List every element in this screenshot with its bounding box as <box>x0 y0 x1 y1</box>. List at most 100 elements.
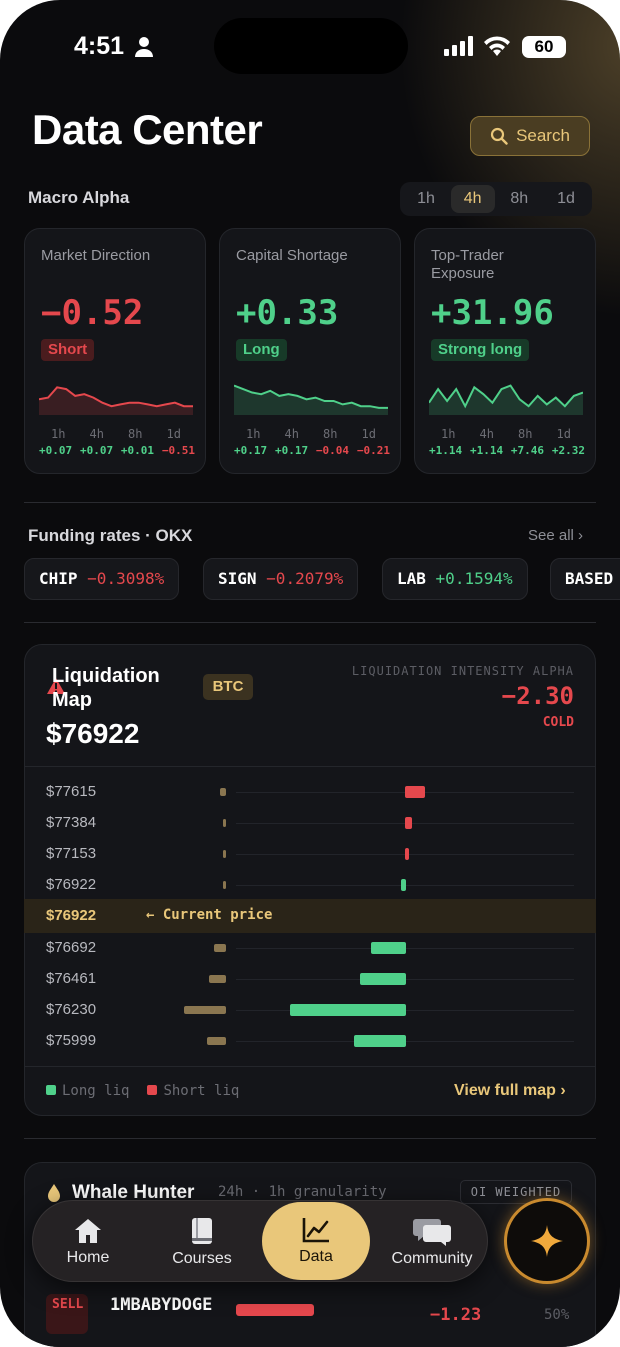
legend-long: Long liq <box>46 1083 129 1099</box>
tab-bar <box>32 1200 488 1282</box>
book-icon <box>192 1218 212 1244</box>
intensity-state: COLD <box>542 715 574 730</box>
funding-chip[interactable]: BASED <box>550 558 620 600</box>
macro-card-badge: Long <box>236 339 287 361</box>
timeframe-1d[interactable]: 1d <box>557 190 575 207</box>
tab-home[interactable]: Home <box>56 1210 120 1274</box>
macro-card-deltas: +0.07 +0.07 +0.01 −0.51 <box>39 444 195 457</box>
delta-value: +7.46 <box>510 444 545 457</box>
search-button[interactable]: Search <box>470 116 590 156</box>
chevron-right-icon: › <box>578 527 584 544</box>
level-price: $76230 <box>46 1001 97 1018</box>
funding-chip[interactable]: LAB +0.1594% <box>382 558 528 600</box>
funding-rate: −0.2079% <box>266 569 344 588</box>
tf-label: 8h <box>128 427 143 441</box>
level-price: $77384 <box>46 814 97 831</box>
short-swatch <box>147 1085 158 1095</box>
wifi-icon <box>484 36 510 56</box>
macro-card-market-direction[interactable]: Market Direction −0.52 Short 1h 4h 8h 1d +0… <box>24 228 206 474</box>
open-interest-bar <box>183 1006 226 1014</box>
whale-hunter-title: Whale Hunter <box>72 1182 195 1203</box>
level-price: $77153 <box>46 845 97 862</box>
macro-card-capital-shortage[interactable]: Capital Shortage +0.33 Long 1h 4h 8h 1d +0.… <box>219 228 401 474</box>
macro-card-deltas: +1.14 +1.14 +7.46 +2.32 <box>429 444 585 457</box>
delta-value: −0.21 <box>356 444 390 457</box>
delta-value: +0.01 <box>120 444 155 457</box>
funding-symbol: CHIP <box>39 569 78 588</box>
view-full-map-link[interactable]: View full map › <box>454 1082 566 1100</box>
chart-icon <box>302 1218 329 1243</box>
search-icon <box>490 127 508 145</box>
funding-symbol: LAB <box>397 569 426 588</box>
macro-card-label: Capital Shortage <box>236 247 348 264</box>
liquidation-price: $76922 <box>46 718 140 749</box>
legend-short: Short liq <box>147 1083 239 1099</box>
tf-label: 4h <box>284 427 299 441</box>
funding-chip[interactable]: SIGN −0.2079% <box>203 558 359 600</box>
open-interest-bar <box>208 975 226 983</box>
sparkline-area <box>39 387 193 415</box>
funding-symbol: BASED <box>565 569 614 588</box>
tab-label: Data <box>299 1248 333 1265</box>
long-liq-bar <box>371 942 406 954</box>
timeframe-4h[interactable]: 4h <box>450 185 495 213</box>
funding-rates-title: Funding rates · OKX <box>28 526 193 545</box>
oi-weighted-badge[interactable]: OI WEIGHTED <box>460 1180 572 1204</box>
liquidation-map-card <box>24 644 596 1116</box>
timeframe-8h[interactable]: 8h <box>510 190 529 207</box>
macro-card-top-trader-exposure[interactable]: Top-Trader Exposure +31.96 Strong long 1… <box>414 228 596 474</box>
long-swatch <box>46 1085 56 1095</box>
asset-badge[interactable]: BTC <box>203 674 253 700</box>
page-title: Data Center <box>32 106 263 153</box>
open-interest-bar <box>223 850 226 858</box>
delta-value: −0.04 <box>315 444 350 457</box>
home-icon <box>75 1219 101 1243</box>
macro-card-timeframes: 1h 4h 8h 1d <box>429 427 583 441</box>
tf-label: 1h <box>246 427 261 441</box>
whale-value: −1.23 <box>430 1305 482 1325</box>
whale-percent: 50% <box>544 1307 570 1323</box>
current-price-value: $76922 <box>46 907 97 924</box>
macro-card-timeframes: 1h 4h 8h 1d <box>39 427 193 441</box>
tab-community[interactable]: Community <box>384 1210 480 1274</box>
open-interest-bar <box>220 788 226 796</box>
level-price: $76692 <box>46 939 97 956</box>
tab-courses[interactable]: Courses <box>160 1210 244 1274</box>
section-divider <box>24 622 596 623</box>
sparkline-area <box>429 385 583 415</box>
cellular-signal-icon <box>444 36 473 56</box>
card-divider <box>24 1066 596 1067</box>
section-divider <box>24 1138 596 1139</box>
delta-value: +1.14 <box>469 444 504 457</box>
liquidation-legend: Long liq Short liq <box>46 1083 239 1099</box>
sparkline-line <box>429 384 583 409</box>
funding-rate: −0.3098% <box>87 569 165 588</box>
funding-chip[interactable]: CHIP −0.3098% <box>24 558 180 600</box>
see-all-link[interactable]: See all › <box>528 527 583 544</box>
intensity-value: −2.30 <box>501 682 574 710</box>
timeframe-1h[interactable]: 1h <box>417 190 435 207</box>
tf-label: 4h <box>479 427 494 441</box>
tf-label: 1d <box>361 427 376 441</box>
short-liq-bar <box>405 848 409 860</box>
long-liq-bar <box>401 879 406 891</box>
legend-long-label: Long liq <box>62 1083 130 1099</box>
ai-assistant-button[interactable] <box>504 1198 590 1284</box>
person-icon <box>135 37 153 57</box>
macro-card-timeframes: 1h 4h 8h 1d <box>234 427 388 441</box>
short-liq-bar <box>405 817 413 829</box>
sparkline-line <box>234 384 388 409</box>
current-price-label: ← Current price <box>146 907 273 923</box>
tab-data[interactable]: Data <box>262 1202 370 1280</box>
tab-label: Home <box>66 1249 110 1266</box>
macro-card-value: +31.96 <box>431 293 554 333</box>
long-liq-bar <box>359 973 406 985</box>
view-full-map-label: View full map <box>454 1082 556 1099</box>
macro-sparkline <box>39 386 193 415</box>
liquidation-map-title: Liquidation Map <box>52 665 160 711</box>
tf-label: 1d <box>166 427 181 441</box>
macro-card-badge: Short <box>41 339 95 361</box>
open-interest-bar <box>213 944 226 952</box>
level-price: $76461 <box>46 970 97 987</box>
